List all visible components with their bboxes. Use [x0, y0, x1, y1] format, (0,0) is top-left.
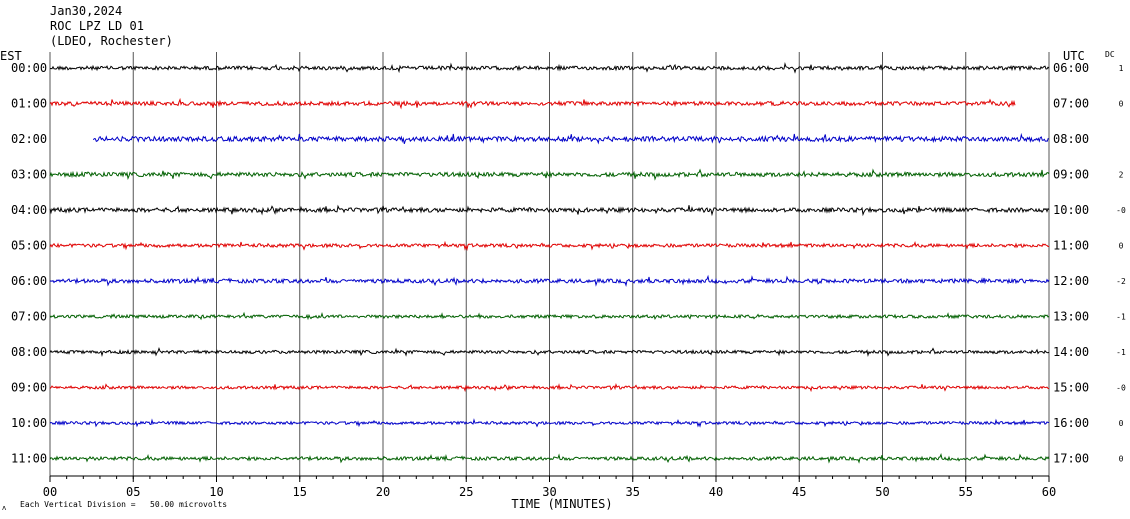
utc-hour-label: 08:00 — [1053, 132, 1089, 146]
dc-offset-label: -2 — [1116, 277, 1126, 286]
scale-glyph: ʌ — [2, 504, 6, 512]
dc-offset-label: 0 — [1119, 455, 1124, 464]
row-labels: 00:00 06:00 1 01:00 07:00 0 02:00 08:00 03:00 09:… — [11, 61, 1126, 466]
dc-offset-label: 0 — [1119, 242, 1124, 251]
x-tick-label: 10 — [209, 485, 223, 499]
x-tick-label: 20 — [376, 485, 390, 499]
utc-hour-label: 17:00 — [1053, 452, 1089, 466]
dc-label: DC — [1105, 50, 1115, 59]
utc-hour-label: 16:00 — [1053, 416, 1089, 430]
est-hour-label: 11:00 — [11, 452, 47, 466]
x-tick-label: 45 — [792, 485, 806, 499]
trace-line — [49, 168, 1050, 181]
est-hour-label: 06:00 — [11, 274, 47, 288]
x-tick-label: 50 — [875, 485, 889, 499]
est-hour-label: 03:00 — [11, 168, 47, 182]
chart-date: Jan30,2024 — [50, 4, 122, 18]
trace-line — [49, 347, 1050, 358]
trace-line — [49, 453, 1050, 464]
est-hour-label: 10:00 — [11, 416, 47, 430]
utc-hour-label: 12:00 — [1053, 274, 1089, 288]
x-tick-label: 55 — [959, 485, 973, 499]
utc-hour-label: 14:00 — [1053, 345, 1089, 359]
footer-note: Each Vertical Division = 50.00 microvolt… — [20, 500, 227, 509]
dc-offset-label: -1 — [1116, 313, 1126, 322]
dc-offset-label: 2 — [1119, 171, 1124, 180]
trace-line — [49, 97, 1016, 110]
trace-line — [92, 132, 1049, 145]
x-tick-label: 05 — [126, 485, 140, 499]
x-tick-label: 40 — [709, 485, 723, 499]
est-hour-label: 08:00 — [11, 345, 47, 359]
utc-hour-label: 09:00 — [1053, 168, 1089, 182]
trace-line — [49, 240, 1050, 252]
dc-offset-label: -0 — [1116, 384, 1126, 393]
dc-offset-label: -0 — [1116, 206, 1126, 215]
est-hour-label: 05:00 — [11, 239, 47, 253]
x-tick-label: 25 — [459, 485, 473, 499]
utc-hour-label: 07:00 — [1053, 97, 1089, 111]
est-hour-label: 04:00 — [11, 203, 47, 217]
utc-hour-label: 10:00 — [1053, 203, 1089, 217]
traces — [49, 62, 1050, 464]
est-hour-label: 09:00 — [11, 381, 47, 395]
utc-hour-label: 15:00 — [1053, 381, 1089, 395]
utc-hour-label: 11:00 — [1053, 239, 1089, 253]
trace-line — [49, 62, 1050, 74]
x-axis-label: TIME (MINUTES) — [511, 497, 612, 511]
x-tick-label: 00 — [43, 485, 57, 499]
utc-hour-label: 06:00 — [1053, 61, 1089, 75]
x-tick-label: 15 — [293, 485, 307, 499]
trace-line — [49, 418, 1050, 428]
dc-offset-label: -1 — [1116, 348, 1126, 357]
est-hour-label: 00:00 — [11, 61, 47, 75]
chart-network: (LDEO, Rochester) — [50, 34, 173, 48]
right-axis-label: UTC — [1063, 49, 1085, 63]
x-tick-label: 60 — [1042, 485, 1056, 499]
trace-line — [49, 274, 1050, 288]
trace-line — [49, 382, 1050, 393]
est-hour-label: 07:00 — [11, 310, 47, 324]
chart-station: ROC LPZ LD 01 — [50, 19, 144, 33]
dc-offset-label: 1 — [1119, 64, 1124, 73]
trace-line — [49, 311, 1050, 321]
utc-hour-label: 13:00 — [1053, 310, 1089, 324]
x-tick-label: 30 — [542, 485, 556, 499]
trace-line — [49, 204, 1050, 217]
left-axis-label: EST — [0, 49, 22, 63]
est-hour-label: 02:00 — [11, 132, 47, 146]
grid — [49, 52, 1050, 477]
dc-offset-label: 0 — [1119, 100, 1124, 109]
x-tick-label: 35 — [626, 485, 640, 499]
dc-offset-label: 0 — [1119, 419, 1124, 428]
est-hour-label: 01:00 — [11, 97, 47, 111]
x-axis-ticks: 00 05 10 15 20 25 30 35 40 45 50 55 60 — [43, 476, 1056, 499]
